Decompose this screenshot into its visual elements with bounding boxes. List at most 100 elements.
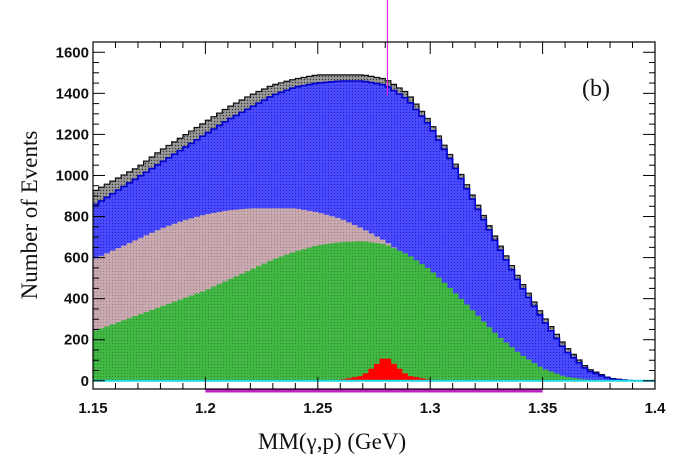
marker-lines: [93, 0, 655, 393]
histogram-bin: [520, 288, 527, 381]
histogram-bin: [553, 338, 560, 381]
histogram-bin: [531, 363, 538, 381]
histogram-bin: [548, 371, 555, 381]
histogram-bin: [374, 363, 380, 381]
histogram-bin: [121, 320, 128, 381]
histogram-bin: [593, 373, 600, 381]
histogram-bin: [475, 209, 482, 381]
histogram-bin: [587, 371, 594, 381]
histogram-bin: [317, 244, 324, 381]
histogram-bin: [385, 86, 392, 381]
histogram-bin: [576, 378, 583, 381]
histogram-bin: [570, 377, 577, 381]
histogram-bin: [486, 229, 493, 381]
histogram-bin: [402, 373, 409, 381]
histogram-bin: [250, 268, 257, 381]
x-tick-label: 1.3: [420, 400, 441, 417]
histogram-bin: [160, 305, 167, 381]
histogram-bin: [368, 242, 375, 381]
histogram-bin: [137, 237, 144, 381]
histogram-bin: [536, 314, 543, 381]
histogram-bin: [424, 267, 431, 381]
histogram-bin: [284, 254, 290, 381]
histogram-bin: [525, 297, 532, 381]
histogram-bin: [413, 377, 420, 381]
histogram-bin: [143, 235, 150, 381]
histogram-bin: [362, 241, 369, 381]
histogram-bin: [536, 366, 543, 381]
histogram-bin: [211, 286, 217, 381]
histogram-bin: [396, 368, 403, 381]
histogram-bin: [548, 330, 555, 381]
histogram-bin: [149, 232, 156, 381]
histogram-bin: [480, 219, 487, 381]
y-tick-label: 800: [64, 209, 89, 226]
histogram-bin: [182, 297, 189, 381]
histogram-bin: [379, 243, 386, 381]
y-tick-label: 1000: [56, 167, 89, 184]
histogram-bin: [345, 378, 352, 381]
histogram-bin: [267, 260, 274, 381]
histogram-bin: [289, 252, 296, 381]
histogram-bin: [402, 97, 409, 381]
histogram-bin: [227, 278, 234, 381]
histogram-bin: [503, 342, 510, 381]
histogram-bin: [261, 263, 268, 381]
histogram-bin: [126, 318, 133, 381]
histogram-bin: [514, 279, 521, 381]
histogram-bin: [104, 253, 111, 381]
histogram-bin: [143, 312, 150, 381]
histogram-bin: [171, 301, 178, 381]
histogram-bin: [109, 324, 116, 381]
plot-area-border: [92, 41, 656, 390]
histogram-bin: [553, 373, 560, 381]
histogram-bin: [199, 291, 206, 381]
histogram-bin: [194, 293, 201, 381]
x-tick-label: 1.4: [645, 400, 667, 417]
histogram-bin: [374, 243, 380, 381]
histogram-bin: [132, 316, 139, 381]
histogram-bin: [329, 243, 335, 381]
histogram-bin: [312, 246, 319, 381]
y-tick-label: 600: [64, 250, 89, 267]
histogram-bin: [565, 352, 571, 381]
histogram-bin: [166, 303, 172, 381]
histogram-bin: [430, 272, 437, 381]
histogram-bin: [570, 357, 577, 381]
histogram-bin: [362, 373, 369, 381]
histogram-bin: [458, 178, 465, 381]
histogram-bin: [581, 367, 588, 381]
histogram-bin: [402, 253, 409, 381]
histogram-bin: [492, 240, 498, 381]
histogram-bin: [239, 273, 246, 381]
histogram-bin: [452, 293, 459, 381]
histogram-bin: [413, 109, 420, 381]
histogram-bin: [497, 250, 504, 381]
histogram-bin: [604, 377, 611, 381]
histogram-bin: [345, 241, 352, 381]
x-tick-label: 1.25: [303, 400, 332, 417]
histogram-bin: [475, 315, 482, 381]
histogram-bin: [418, 264, 425, 381]
y-tick-label: 1400: [56, 85, 89, 102]
histogram-bin: [542, 323, 549, 381]
histogram-bin: [154, 230, 161, 381]
histogram-bin: [396, 94, 403, 381]
histogram-bin: [390, 363, 397, 381]
histogram-bin: [244, 271, 251, 381]
histogram-bin: [520, 355, 527, 381]
histogram-bin: [205, 289, 212, 381]
histogram-bin: [508, 269, 515, 381]
histogram-bin: [458, 298, 465, 381]
histogram-bin: [121, 245, 128, 381]
histogram-bin: [98, 328, 105, 381]
histogram-bin: [531, 306, 538, 381]
y-tick-label: 400: [64, 291, 89, 308]
x-tick-label: 1.15: [78, 400, 107, 417]
histogram-bin: [407, 256, 414, 381]
histogram-bin: [576, 362, 583, 381]
histogram-bin: [137, 314, 144, 381]
fit-histogram-outline: [93, 80, 655, 382]
histogram-bin: [385, 245, 392, 381]
